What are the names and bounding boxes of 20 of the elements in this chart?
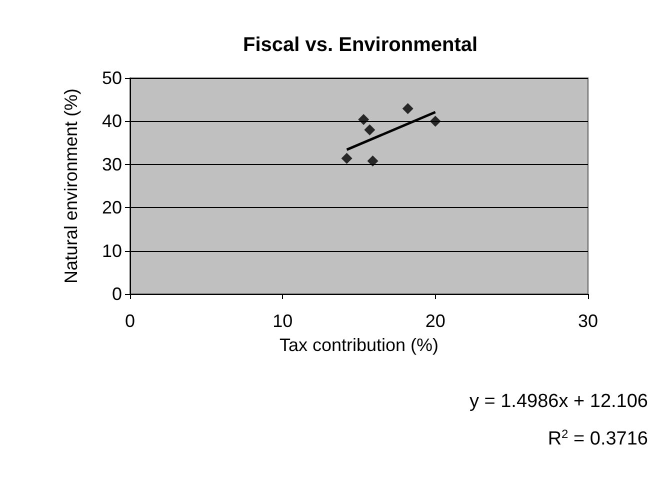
y-axis-title: Natural environment (%) xyxy=(61,88,81,284)
x-tick-label: 20 xyxy=(425,311,446,331)
y-tick-label: 30 xyxy=(102,154,122,174)
x-axis-title: Tax contribution (%) xyxy=(279,335,439,355)
point xyxy=(364,124,376,136)
x-tick-label: 0 xyxy=(124,311,136,331)
y-tick-label: 0 xyxy=(112,284,122,304)
point xyxy=(341,152,352,164)
point xyxy=(430,116,441,127)
y-tick-label: 20 xyxy=(102,198,122,218)
x-tick-label: 30 xyxy=(578,311,598,331)
y-tick-label: 50 xyxy=(102,68,122,88)
y-tick-label: 40 xyxy=(102,111,122,132)
point xyxy=(402,103,414,114)
text: y = 1.4986x + 12.106 xyxy=(469,391,648,412)
point xyxy=(367,155,378,166)
y-tick-label: 10 xyxy=(102,240,122,261)
point xyxy=(358,114,370,125)
chart-title: Fiscal vs. Environmental xyxy=(243,34,478,56)
x-tick-label: 10 xyxy=(272,311,293,331)
